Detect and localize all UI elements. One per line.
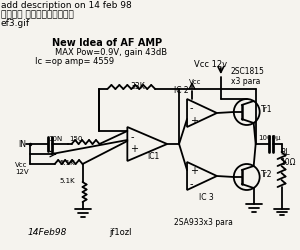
Text: +: +	[190, 165, 198, 175]
Text: IC1: IC1	[147, 152, 160, 160]
Text: 33K: 33K	[130, 82, 145, 91]
Text: Vcc: Vcc	[189, 79, 202, 85]
Text: 追加記載 １９９８．２．１４: 追加記載 １９９８．２．１４	[1, 10, 74, 19]
Text: -: -	[190, 102, 194, 113]
Text: 10N: 10N	[48, 136, 62, 141]
Text: 5.1K: 5.1K	[60, 177, 75, 183]
Text: -: -	[130, 132, 134, 141]
Text: ef3.gif: ef3.gif	[1, 19, 30, 28]
Text: 5.1K: 5.1K	[60, 159, 75, 165]
Text: 150: 150	[70, 136, 83, 141]
Text: MAX Pow=0.9V, gain 43dB: MAX Pow=0.9V, gain 43dB	[55, 48, 167, 57]
Text: IC 3: IC 3	[199, 192, 214, 201]
Text: 2SA933x3 para: 2SA933x3 para	[174, 217, 233, 226]
Text: Vcc 12v: Vcc 12v	[194, 60, 227, 69]
Text: RL
10Ω: RL 10Ω	[280, 148, 296, 167]
Text: Vcc
12V: Vcc 12V	[15, 161, 28, 174]
Text: 1000μ: 1000μ	[259, 134, 281, 140]
Text: 2SC1815
x3 para: 2SC1815 x3 para	[231, 67, 265, 86]
Text: 14Feb98: 14Feb98	[28, 227, 67, 236]
Text: add description on 14 feb 98: add description on 14 feb 98	[1, 1, 132, 10]
Text: jf1ozl: jf1ozl	[110, 227, 132, 236]
Text: Ic =op amp= 4559: Ic =op amp= 4559	[35, 57, 114, 66]
Text: +: +	[190, 116, 198, 126]
Text: -: -	[190, 178, 194, 188]
Text: IN: IN	[18, 140, 26, 148]
Text: Tr1: Tr1	[261, 104, 272, 114]
Text: New Idea of AF AMP: New Idea of AF AMP	[52, 38, 162, 48]
Text: +: +	[130, 144, 138, 154]
Text: Tr2: Tr2	[261, 169, 272, 178]
Text: IC 2: IC 2	[174, 86, 189, 94]
